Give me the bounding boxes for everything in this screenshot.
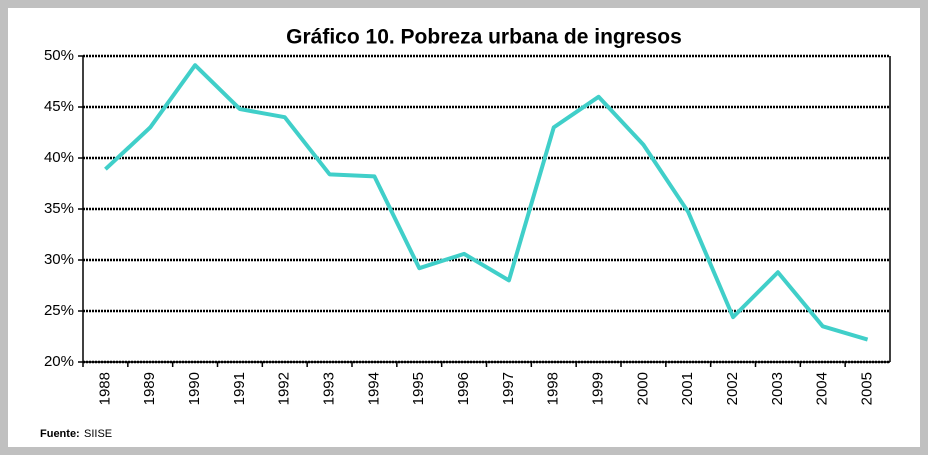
x-tick-label: 2003 <box>769 372 786 405</box>
y-tick-label: 50% <box>44 47 74 64</box>
x-tick-label: 1991 <box>231 372 248 405</box>
x-tick-label: 1988 <box>96 372 113 405</box>
source: SIISE <box>84 428 112 440</box>
y-tick-label: 20% <box>44 353 74 370</box>
y-tick-label: 35% <box>44 200 74 217</box>
x-tick-label: 1997 <box>500 372 517 405</box>
x-tick-label: 2004 <box>814 372 831 405</box>
x-tick-label: 1992 <box>276 372 293 405</box>
y-tick-label: 30% <box>44 251 74 268</box>
panel <box>8 8 920 447</box>
x-tick-label: 1989 <box>141 372 158 405</box>
x-tick-label: 1995 <box>410 372 427 405</box>
y-tick-label: 25% <box>44 302 74 319</box>
x-tick-label: 2002 <box>724 372 741 405</box>
y-tick-label: 40% <box>44 149 74 166</box>
source-label: Fuente: <box>40 428 80 440</box>
x-tick-label: 1993 <box>321 372 338 405</box>
y-tick-label: 45% <box>44 98 74 115</box>
x-tick-label: 1998 <box>545 372 562 405</box>
x-tick-label: 1994 <box>365 372 382 405</box>
x-tick-label: 2000 <box>634 372 651 405</box>
x-tick-label: 1990 <box>186 372 203 405</box>
chart-title: Gráfico 10. Pobreza urbana de ingresos <box>286 26 682 49</box>
x-tick-label: 1996 <box>455 372 472 405</box>
x-tick-label: 2001 <box>679 372 696 405</box>
x-tick-label: 2005 <box>859 372 876 405</box>
line <box>104 63 869 342</box>
x-tick-label: 1999 <box>590 372 607 405</box>
